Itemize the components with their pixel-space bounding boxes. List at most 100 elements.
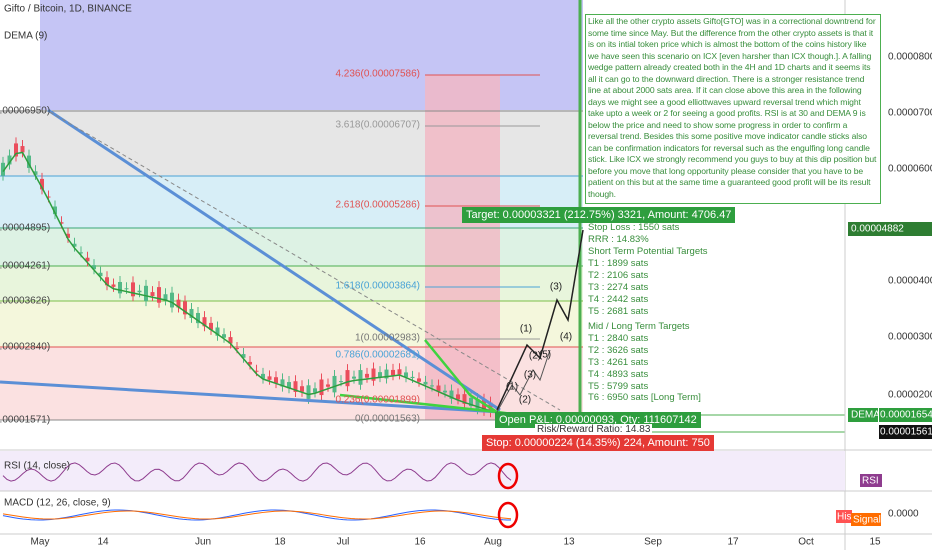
candle bbox=[46, 196, 51, 198]
macd-axis-label: 0.0000 bbox=[888, 509, 919, 520]
date-label: Jun bbox=[195, 537, 211, 548]
signal-badge bbox=[851, 513, 881, 526]
candle bbox=[72, 243, 77, 247]
wave-label: (3) bbox=[550, 282, 562, 293]
level-label: 0.00004261) bbox=[0, 261, 50, 272]
wave-label: (1) bbox=[520, 324, 532, 335]
candle bbox=[20, 146, 25, 153]
dema-line bbox=[2, 151, 491, 412]
candle bbox=[352, 376, 356, 379]
trade-info-line: T2 : 2106 sats bbox=[588, 270, 649, 281]
target-order: Target: 0.00003321 (212.75%) 3321, Amoun… bbox=[462, 207, 736, 223]
level-label: 0.00006950) bbox=[0, 106, 50, 117]
fib-label: 0.786(0.00002681) bbox=[335, 350, 420, 361]
candle bbox=[274, 377, 278, 384]
price-tick-label: 0.00003000 bbox=[888, 332, 932, 343]
highlight bbox=[497, 462, 519, 490]
price-tick-label: 0.00004000 bbox=[888, 276, 932, 287]
last-badge bbox=[879, 425, 932, 439]
candle bbox=[111, 284, 116, 287]
fib-label: 0.236(0.00001899) bbox=[335, 395, 420, 406]
candle bbox=[300, 386, 304, 392]
indicator-label: DEMA (9) bbox=[4, 31, 47, 42]
level-label: 0.00002840) bbox=[0, 342, 50, 353]
candle bbox=[66, 233, 70, 238]
price-tick-label: 0.00007000 bbox=[888, 108, 932, 119]
candle bbox=[384, 369, 389, 379]
fib-label: 1.618(0.00003864) bbox=[335, 281, 420, 292]
candle bbox=[27, 155, 31, 168]
candle bbox=[254, 370, 259, 372]
candle bbox=[118, 281, 122, 294]
macd-line bbox=[2, 509, 512, 521]
rsi-line bbox=[2, 462, 512, 482]
dema-value bbox=[879, 408, 932, 422]
candle bbox=[40, 178, 44, 190]
candle bbox=[449, 390, 454, 399]
candle bbox=[92, 265, 96, 270]
candle bbox=[209, 322, 213, 330]
candle bbox=[7, 155, 12, 165]
candle bbox=[469, 397, 473, 407]
trade-info-line: T4 : 2442 sats bbox=[588, 294, 649, 305]
candle bbox=[53, 206, 57, 215]
candle bbox=[1, 162, 5, 176]
date-label: 16 bbox=[414, 537, 426, 548]
dema-badge-text: DEMA bbox=[851, 410, 880, 421]
signal-badge-text: Signal bbox=[853, 515, 881, 526]
price-tick-label: 0.00008000 bbox=[888, 52, 932, 63]
candle bbox=[105, 277, 109, 286]
date-label: 18 bbox=[274, 537, 286, 548]
trade-info-line: T6 : 6950 sats [Long Term] bbox=[588, 392, 701, 403]
risk-reward: Risk/Reward Ratio: 14.83 bbox=[535, 424, 653, 435]
fib-label: 4.236(0.00007586) bbox=[335, 69, 420, 80]
candle bbox=[287, 382, 291, 389]
candle bbox=[410, 376, 415, 379]
candle bbox=[306, 385, 311, 399]
candle bbox=[456, 394, 460, 400]
candle bbox=[131, 282, 135, 297]
date-label: Jul bbox=[337, 537, 350, 548]
candle bbox=[202, 317, 207, 327]
fib-label: 0(0.00001563) bbox=[355, 414, 420, 425]
candle bbox=[222, 334, 226, 338]
trade-info-line: T5 : 2681 sats bbox=[588, 306, 649, 317]
trade-info-line: Mid / Long Term Targets bbox=[588, 321, 690, 332]
trade-info-line: Stop Loss : 1550 sats bbox=[588, 222, 680, 233]
wave-label: (5) bbox=[539, 350, 551, 361]
candle bbox=[475, 399, 480, 410]
candle bbox=[430, 385, 434, 387]
candle bbox=[176, 299, 181, 308]
candle bbox=[261, 373, 265, 379]
candle bbox=[157, 287, 161, 303]
signal-line bbox=[2, 510, 512, 520]
candle bbox=[404, 372, 408, 378]
candle bbox=[196, 312, 200, 324]
level-label: 0.00001571) bbox=[0, 415, 50, 426]
highlight bbox=[497, 501, 519, 529]
rsi-badge-text: RSI bbox=[862, 476, 879, 487]
candle bbox=[371, 368, 376, 381]
fib-label: 1(0.00002983) bbox=[355, 333, 420, 344]
level-label: 0.00003626) bbox=[0, 296, 50, 307]
candle bbox=[280, 379, 285, 387]
trade-info-line: T1 : 2840 sats bbox=[588, 333, 649, 344]
candle bbox=[183, 301, 187, 315]
candle bbox=[339, 381, 343, 383]
level-lines bbox=[0, 74, 845, 433]
candle bbox=[163, 294, 168, 301]
candle bbox=[33, 171, 38, 175]
candle bbox=[79, 252, 83, 254]
candle bbox=[443, 390, 447, 393]
candle bbox=[144, 285, 148, 302]
date-label: 14 bbox=[97, 537, 109, 548]
date-label: 15 bbox=[869, 537, 881, 548]
trade-info-line: Short Term Potential Targets bbox=[588, 246, 708, 257]
wave-label: (1) bbox=[506, 382, 518, 393]
candle bbox=[417, 378, 421, 382]
candle bbox=[313, 388, 317, 393]
date-label: 17 bbox=[727, 537, 739, 548]
last-badge-text: 0.00001561 bbox=[880, 427, 932, 438]
